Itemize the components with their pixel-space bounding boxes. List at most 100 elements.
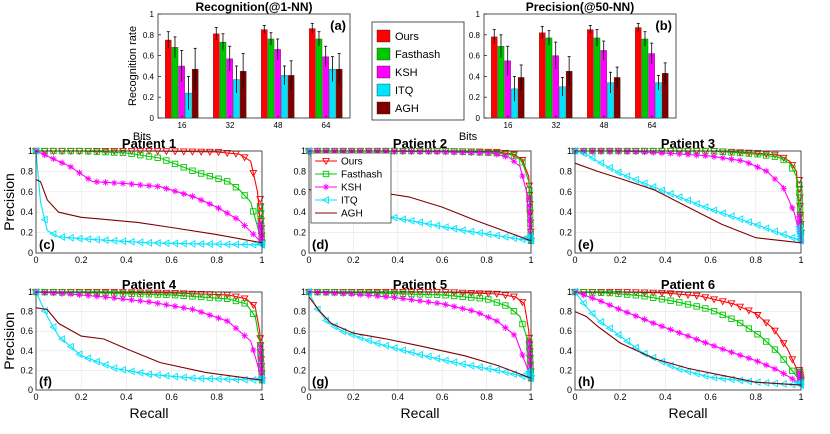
x-tick-label: 1 [259,255,264,265]
marker-triangle-left [501,368,509,377]
marker-star [180,304,187,312]
pr-chart-patient-3: 0 0.2 0.4 0.6 0.8 1 0 0.2 0.4 0.6 0.8 1 Patient 3 (e) [559,136,805,265]
marker-square [763,338,770,345]
marker-star [76,291,83,298]
marker-triangle-left [179,239,187,248]
marker-star [232,215,240,222]
marker-triangle-left [692,369,700,378]
marker-square [789,165,796,172]
marker-triangle-left [744,218,752,227]
marker-triangle-left [683,367,692,376]
marker-star [485,314,492,321]
marker-star [93,178,101,186]
marker-triangle-down [450,289,459,297]
marker-star [433,299,441,307]
series-agh [35,179,263,244]
marker-star [257,220,264,227]
y-tick-label: 1 [567,287,572,297]
bar-ours [539,32,546,119]
marker-triangle-left [57,233,66,241]
marker-triangle-left [475,363,483,372]
marker-star [780,370,787,377]
marker-star [526,195,533,202]
chart-title: Patient 5 [393,277,447,292]
pr-chart-patient-1: 0 0.2 0.4 0.6 0.8 1 0 0.2 0.4 0.6 0.8 1 Patient 1 (c)… [1,136,266,265]
marker-square [137,290,144,298]
marker-star [425,148,432,156]
marker-square [128,290,135,297]
marker-triangle-left [525,367,533,376]
marker-square [224,178,231,185]
marker-triangle-down [118,289,127,297]
series-line [35,291,263,381]
marker-triangle-left [339,327,347,336]
series-line [575,150,802,241]
bar-fasthash [267,38,275,119]
marker-star [728,156,735,163]
x-tick-label: 0.8 [750,255,763,265]
series-line [36,150,263,243]
y-tick-label: 1 [28,287,33,297]
marker-star [597,298,605,305]
marker-triangle-down [762,150,771,159]
marker-triangle-down [701,294,710,302]
panel-label: (d) [312,237,329,252]
marker-triangle-down [162,148,171,156]
y-tick-label: 0.8 [559,307,572,317]
marker-triangle-left [110,364,118,373]
marker-triangle-left [441,356,449,365]
marker-triangle-left [675,365,683,374]
x-tick-label: 0.2 [614,392,627,402]
y-tick-label: 0.4 [293,207,306,217]
marker-star [257,343,264,350]
marker-star [171,187,179,195]
marker-star [493,151,501,158]
marker-star [93,293,101,300]
legend: Ours Fasthash KSH ITQ AGH [371,21,465,121]
marker-triangle-left [727,212,735,221]
marker-triangle-left [450,224,458,233]
y-tick-label: 0.4 [143,72,155,81]
x-tick-label: 0.4 [392,255,405,265]
x-axis-label: Recall [130,405,169,421]
y-axis-label: Precision [1,173,17,231]
x-tick-label: 0.2 [614,255,627,265]
legend-entry: ITQ [341,196,358,207]
marker-square [736,319,744,327]
legend-entry: Fasthash [341,170,382,181]
marker-triangle-left [492,366,500,375]
marker-triangle-down [171,290,180,298]
marker-triangle-left [197,374,205,383]
y-tick-label: 0.8 [20,166,33,176]
series-line [574,291,802,383]
marker-star [322,183,330,191]
marker-triangle-left [321,196,330,204]
marker-triangle-left [118,365,126,374]
marker-star [450,303,458,310]
marker-triangle-down [153,289,162,297]
marker-triangle-down [179,290,188,298]
marker-square [215,175,222,182]
marker-square [450,292,458,300]
marker-triangle-left [415,350,424,359]
marker-triangle-left [718,209,726,218]
marker-triangle-left [666,189,674,198]
marker-square [606,289,613,297]
marker-star [442,148,449,156]
marker-star [206,200,214,208]
marker-star [580,291,587,299]
y-tick-label: 0.2 [293,228,306,238]
marker-square [728,315,735,322]
marker-star [745,159,753,167]
series-agh [574,162,802,244]
marker-square [111,149,118,156]
marker-triangle-left [162,371,170,380]
legend-box [310,152,392,224]
y-tick-label: 0.2 [20,228,33,238]
marker-star [658,149,666,157]
marker-triangle-left [649,182,657,191]
marker-star [468,307,475,314]
marker-star [667,150,674,157]
marker-triangle-down [518,299,527,307]
pr-chart-patient-6: 0 0.2 0.4 0.6 0.8 1 0 0.2 0.4 0.6 0.8 1 Patient 6 (h)… [559,277,805,421]
